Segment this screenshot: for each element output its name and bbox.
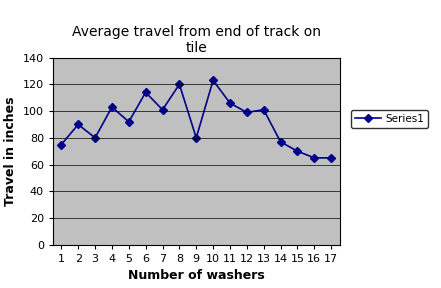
Series1 [59,143,64,146]
Series1 [194,136,199,140]
Series1 [210,79,216,82]
Series1 [126,120,131,124]
Legend: Series1: Series1 [351,110,428,128]
Series1 [295,149,300,153]
Series1 [278,140,283,144]
X-axis label: Number of washers: Number of washers [128,269,265,282]
Y-axis label: Travel in inches: Travel in inches [4,96,17,206]
Series1 [312,156,317,160]
Line: Series1: Series1 [59,77,334,161]
Series1 [109,105,115,109]
Series1 [177,83,182,86]
Series1 [227,101,232,105]
Series1 [93,136,98,140]
Series1 [329,156,334,160]
Series1 [244,111,250,114]
Series1 [75,123,81,126]
Title: Average travel from end of track on
tile: Average travel from end of track on tile [72,25,321,55]
Series1 [160,108,165,111]
Series1 [143,91,148,94]
Series1 [261,108,266,111]
